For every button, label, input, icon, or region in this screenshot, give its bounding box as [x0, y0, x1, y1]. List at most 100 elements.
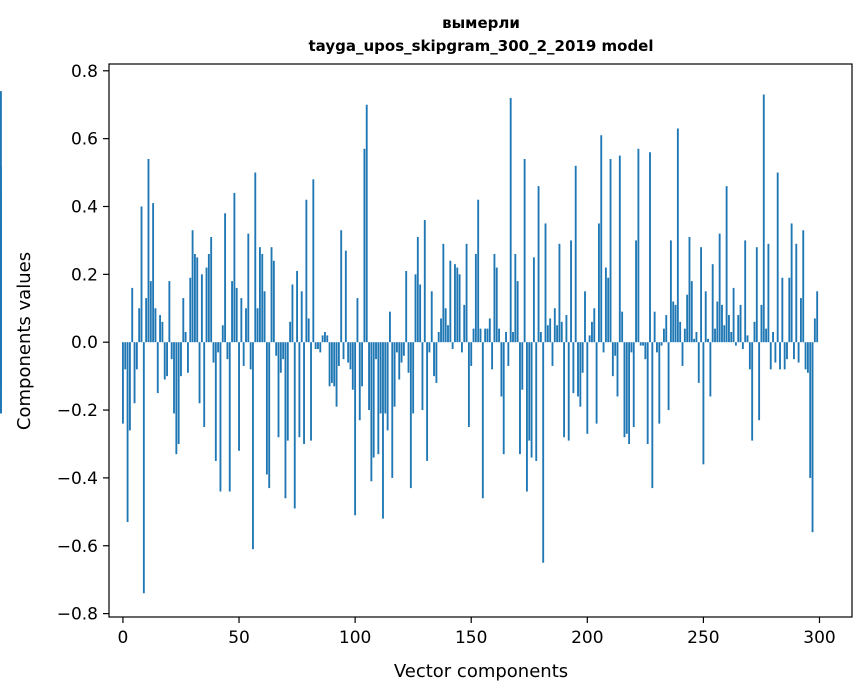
bar — [238, 342, 240, 451]
bar — [523, 158, 526, 343]
bar — [196, 257, 199, 343]
bar — [426, 342, 429, 461]
bar — [203, 342, 206, 428]
bar — [765, 328, 768, 343]
bar — [813, 318, 816, 343]
bar — [500, 342, 503, 397]
bar — [454, 264, 456, 343]
y-axis-ticks: −0.8 −0.6 −0.4 −0.2 0.0 0.2 0.4 0.6 0.8 — [57, 62, 109, 625]
bar — [217, 342, 220, 353]
x-tick-label: 50 — [228, 628, 250, 648]
bar — [428, 342, 431, 353]
bar — [256, 308, 259, 343]
bar — [711, 264, 714, 343]
bar — [660, 342, 663, 346]
bar — [526, 342, 528, 492]
bar — [326, 335, 329, 343]
bar — [344, 250, 347, 343]
bar — [502, 342, 505, 455]
bar — [377, 342, 380, 455]
bar — [679, 321, 682, 343]
bar-series — [0, 91, 819, 594]
bar — [570, 240, 572, 343]
bar — [479, 328, 482, 343]
bar — [191, 230, 194, 343]
bar — [656, 342, 658, 353]
bar — [614, 342, 617, 356]
bar — [781, 277, 784, 343]
bar — [147, 158, 150, 343]
bar — [247, 233, 250, 343]
x-tick-label: 0 — [118, 628, 129, 648]
bar — [788, 277, 791, 343]
bar — [433, 342, 435, 377]
bar — [170, 342, 173, 360]
bar — [512, 332, 514, 343]
bar — [653, 311, 656, 343]
bar — [806, 342, 809, 373]
bar — [802, 230, 805, 343]
bar — [600, 135, 603, 343]
bar — [456, 267, 459, 343]
bar — [328, 342, 331, 387]
bar — [235, 287, 238, 343]
bar — [400, 342, 403, 363]
bar — [565, 315, 568, 343]
bar — [149, 281, 152, 343]
bar — [252, 342, 254, 550]
bar — [300, 291, 303, 343]
bar — [563, 342, 566, 438]
bar — [816, 291, 819, 343]
bar — [709, 342, 712, 397]
bar — [730, 332, 733, 343]
x-tick-label: 300 — [803, 628, 835, 648]
bar — [263, 291, 266, 343]
bar — [665, 315, 668, 343]
bar — [277, 342, 280, 438]
bar — [363, 148, 366, 343]
bar — [261, 253, 264, 343]
bar — [774, 342, 777, 363]
y-axis-label: Components values — [14, 252, 35, 430]
bar — [319, 342, 322, 353]
bar — [279, 342, 282, 373]
bar — [586, 342, 589, 434]
x-tick-label: 250 — [687, 628, 719, 648]
bar — [384, 342, 387, 414]
bar — [595, 342, 598, 424]
bar — [233, 192, 236, 343]
bar — [811, 342, 814, 533]
bar — [375, 342, 377, 360]
bar — [228, 342, 231, 492]
bar — [611, 342, 614, 377]
bar — [358, 342, 361, 421]
bar — [597, 223, 600, 343]
bar — [723, 325, 726, 343]
bar — [477, 199, 480, 343]
bar — [122, 342, 124, 424]
bar — [674, 304, 677, 343]
bar — [386, 342, 389, 431]
bar — [693, 338, 696, 343]
bar — [321, 335, 324, 343]
bar — [0, 342, 2, 360]
bar — [340, 230, 343, 343]
bar — [221, 325, 224, 343]
y-tick-label: −0.4 — [57, 469, 98, 489]
bar — [521, 342, 524, 390]
bar — [249, 342, 252, 370]
bar — [180, 342, 182, 377]
bar — [725, 186, 728, 343]
bar — [793, 342, 795, 360]
bar — [298, 342, 301, 438]
bar — [159, 315, 162, 343]
bar — [721, 304, 723, 343]
bar — [435, 342, 438, 383]
bar — [704, 291, 707, 343]
bar — [395, 342, 398, 353]
bar — [289, 321, 292, 343]
bar — [437, 332, 440, 343]
bar — [544, 223, 547, 343]
bar — [663, 328, 665, 343]
bar — [231, 281, 233, 343]
